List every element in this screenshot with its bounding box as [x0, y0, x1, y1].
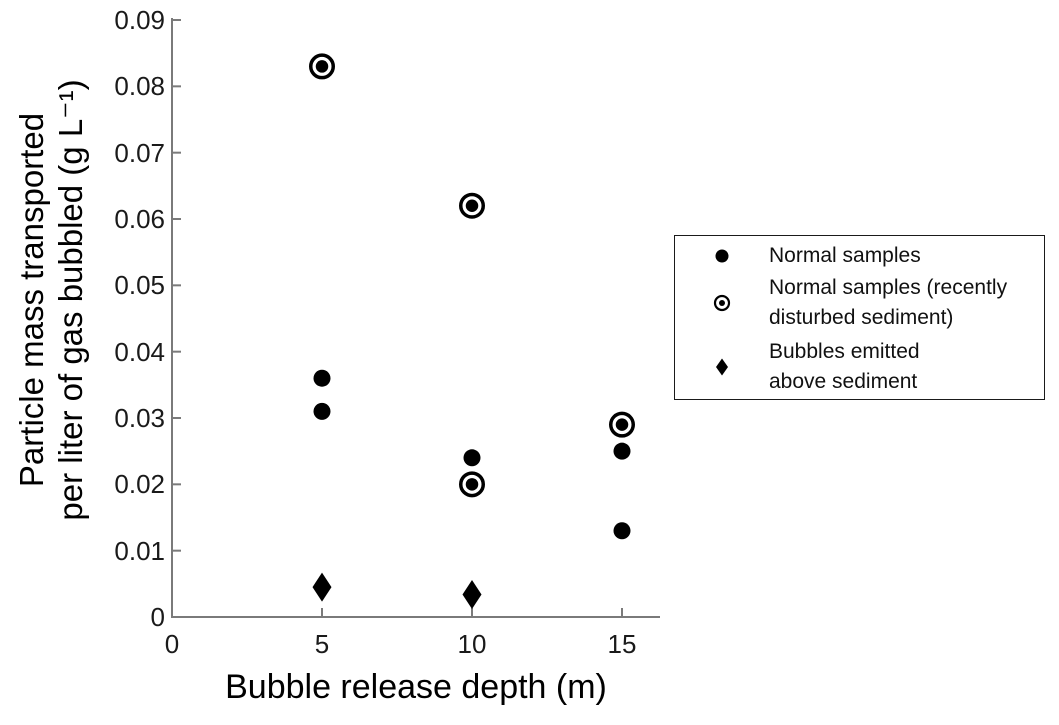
- legend-item-bubbles-above-sediment: Bubbles emitted above sediment: [675, 337, 1044, 397]
- x-tick-label: 5: [314, 629, 330, 659]
- point-normal-samples-disturbed-dot: [315, 60, 329, 73]
- legend-label-bubbles-above-sediment: Bubbles emitted above sediment: [769, 340, 920, 393]
- point-bubbles-above-sediment: [462, 579, 482, 609]
- legend-label-normal-samples-disturbed: Normal samples (recently disturbed sedim…: [769, 276, 1008, 329]
- y-tick-label: 0.07: [114, 137, 165, 168]
- legend-item-normal-samples: Normal samples: [675, 239, 1044, 273]
- y-axis-label-line1: Particle mass transported: [13, 112, 50, 488]
- x-axis-label: Bubble release depth (m): [225, 668, 607, 706]
- x-tick-label: 10: [457, 629, 487, 659]
- legend: Normal samples Normal samples (recently …: [674, 235, 1045, 400]
- y-tick-label: 0.09: [114, 5, 165, 35]
- legend-label-normal-samples: Normal samples: [769, 244, 921, 267]
- filled-circle-icon: [675, 247, 769, 265]
- filled-diamond-icon: [675, 357, 769, 377]
- point-normal-samples-disturbed-dot: [465, 199, 479, 212]
- y-axis-label: Particle mass transported per liter of g…: [12, 0, 90, 600]
- point-bubbles-above-sediment: [312, 572, 332, 602]
- point-normal-samples: [613, 442, 631, 460]
- y-tick-label: 0: [150, 602, 165, 632]
- y-tick-label: 0.04: [114, 336, 165, 367]
- ringed-circle-icon: [675, 293, 769, 313]
- y-tick-label: 0.01: [114, 535, 165, 566]
- y-tick-label: 0.08: [114, 71, 165, 102]
- y-tick-label: 0.06: [114, 204, 165, 234]
- point-normal-samples-disturbed-dot: [465, 478, 479, 491]
- x-tick-label: 15: [607, 629, 637, 659]
- point-normal-samples-disturbed-dot: [615, 418, 629, 431]
- point-normal-samples: [313, 402, 331, 420]
- y-tick-label: 0.02: [114, 469, 165, 500]
- point-normal-samples: [613, 522, 631, 540]
- y-tick-label: 0.05: [114, 270, 165, 301]
- y-axis-label-line2: per liter of gas bubbled (g L⁻¹): [52, 79, 89, 521]
- y-tick-label: 0.03: [114, 403, 165, 433]
- x-tick-label: 0: [164, 629, 180, 659]
- legend-item-normal-samples-disturbed: Normal samples (recently disturbed sedim…: [675, 273, 1044, 333]
- point-normal-samples: [313, 369, 331, 387]
- point-normal-samples: [463, 449, 481, 467]
